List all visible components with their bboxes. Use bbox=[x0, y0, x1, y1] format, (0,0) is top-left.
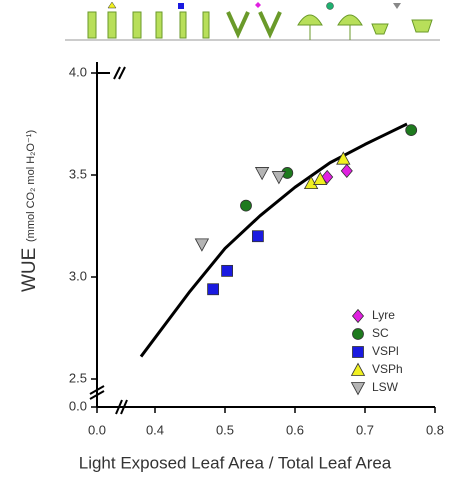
legend-marker bbox=[350, 382, 366, 396]
legend-label: Lyre bbox=[372, 308, 395, 322]
data-point bbox=[251, 230, 264, 243]
x-tick-label: 0.4 bbox=[146, 422, 164, 437]
data-point bbox=[271, 171, 287, 185]
y-axis-units: (mmol CO₂ mol H₂O⁻¹) bbox=[25, 130, 37, 242]
legend-marker bbox=[351, 308, 365, 324]
y-tick-label: 4.0 bbox=[69, 64, 87, 79]
data-point bbox=[194, 238, 210, 252]
axes bbox=[89, 62, 435, 415]
data-point bbox=[405, 124, 418, 137]
data-point bbox=[313, 171, 328, 185]
data-point bbox=[240, 199, 252, 212]
legend-label: VSPl bbox=[372, 344, 399, 358]
legend-marker bbox=[352, 328, 364, 340]
fit-curve bbox=[139, 122, 408, 358]
y-tick-label: 3.5 bbox=[69, 166, 87, 181]
x-tick-label: 0.7 bbox=[356, 422, 374, 437]
x-tick-label: 0.5 bbox=[216, 422, 234, 437]
y-tick-label: 0.0 bbox=[69, 398, 87, 413]
legend-marker bbox=[350, 362, 366, 376]
x-tick-label: 0.6 bbox=[286, 422, 304, 437]
legend-label: SC bbox=[372, 326, 389, 340]
data-point bbox=[336, 151, 351, 165]
y-axis-label-group: WUE (mmol CO₂ mol H₂O⁻¹) bbox=[19, 130, 40, 292]
legend-marker bbox=[352, 346, 364, 358]
x-axis-label: Light Exposed Leaf Area / Total Leaf Are… bbox=[79, 453, 392, 472]
data-point bbox=[254, 167, 270, 181]
y-axis-label: WUE bbox=[19, 248, 40, 292]
data-point bbox=[207, 283, 220, 296]
legend-label: LSW bbox=[372, 380, 399, 394]
data-point bbox=[340, 163, 353, 179]
y-tick-label: 3.0 bbox=[69, 268, 87, 283]
data-point bbox=[221, 264, 234, 277]
canopy-icons bbox=[65, 1, 440, 41]
y-tick-label: 2.5 bbox=[69, 370, 87, 385]
legend-label: VSPh bbox=[372, 362, 403, 376]
x-tick-label: 0.8 bbox=[426, 422, 444, 437]
x-tick-label: 0.0 bbox=[88, 422, 106, 437]
